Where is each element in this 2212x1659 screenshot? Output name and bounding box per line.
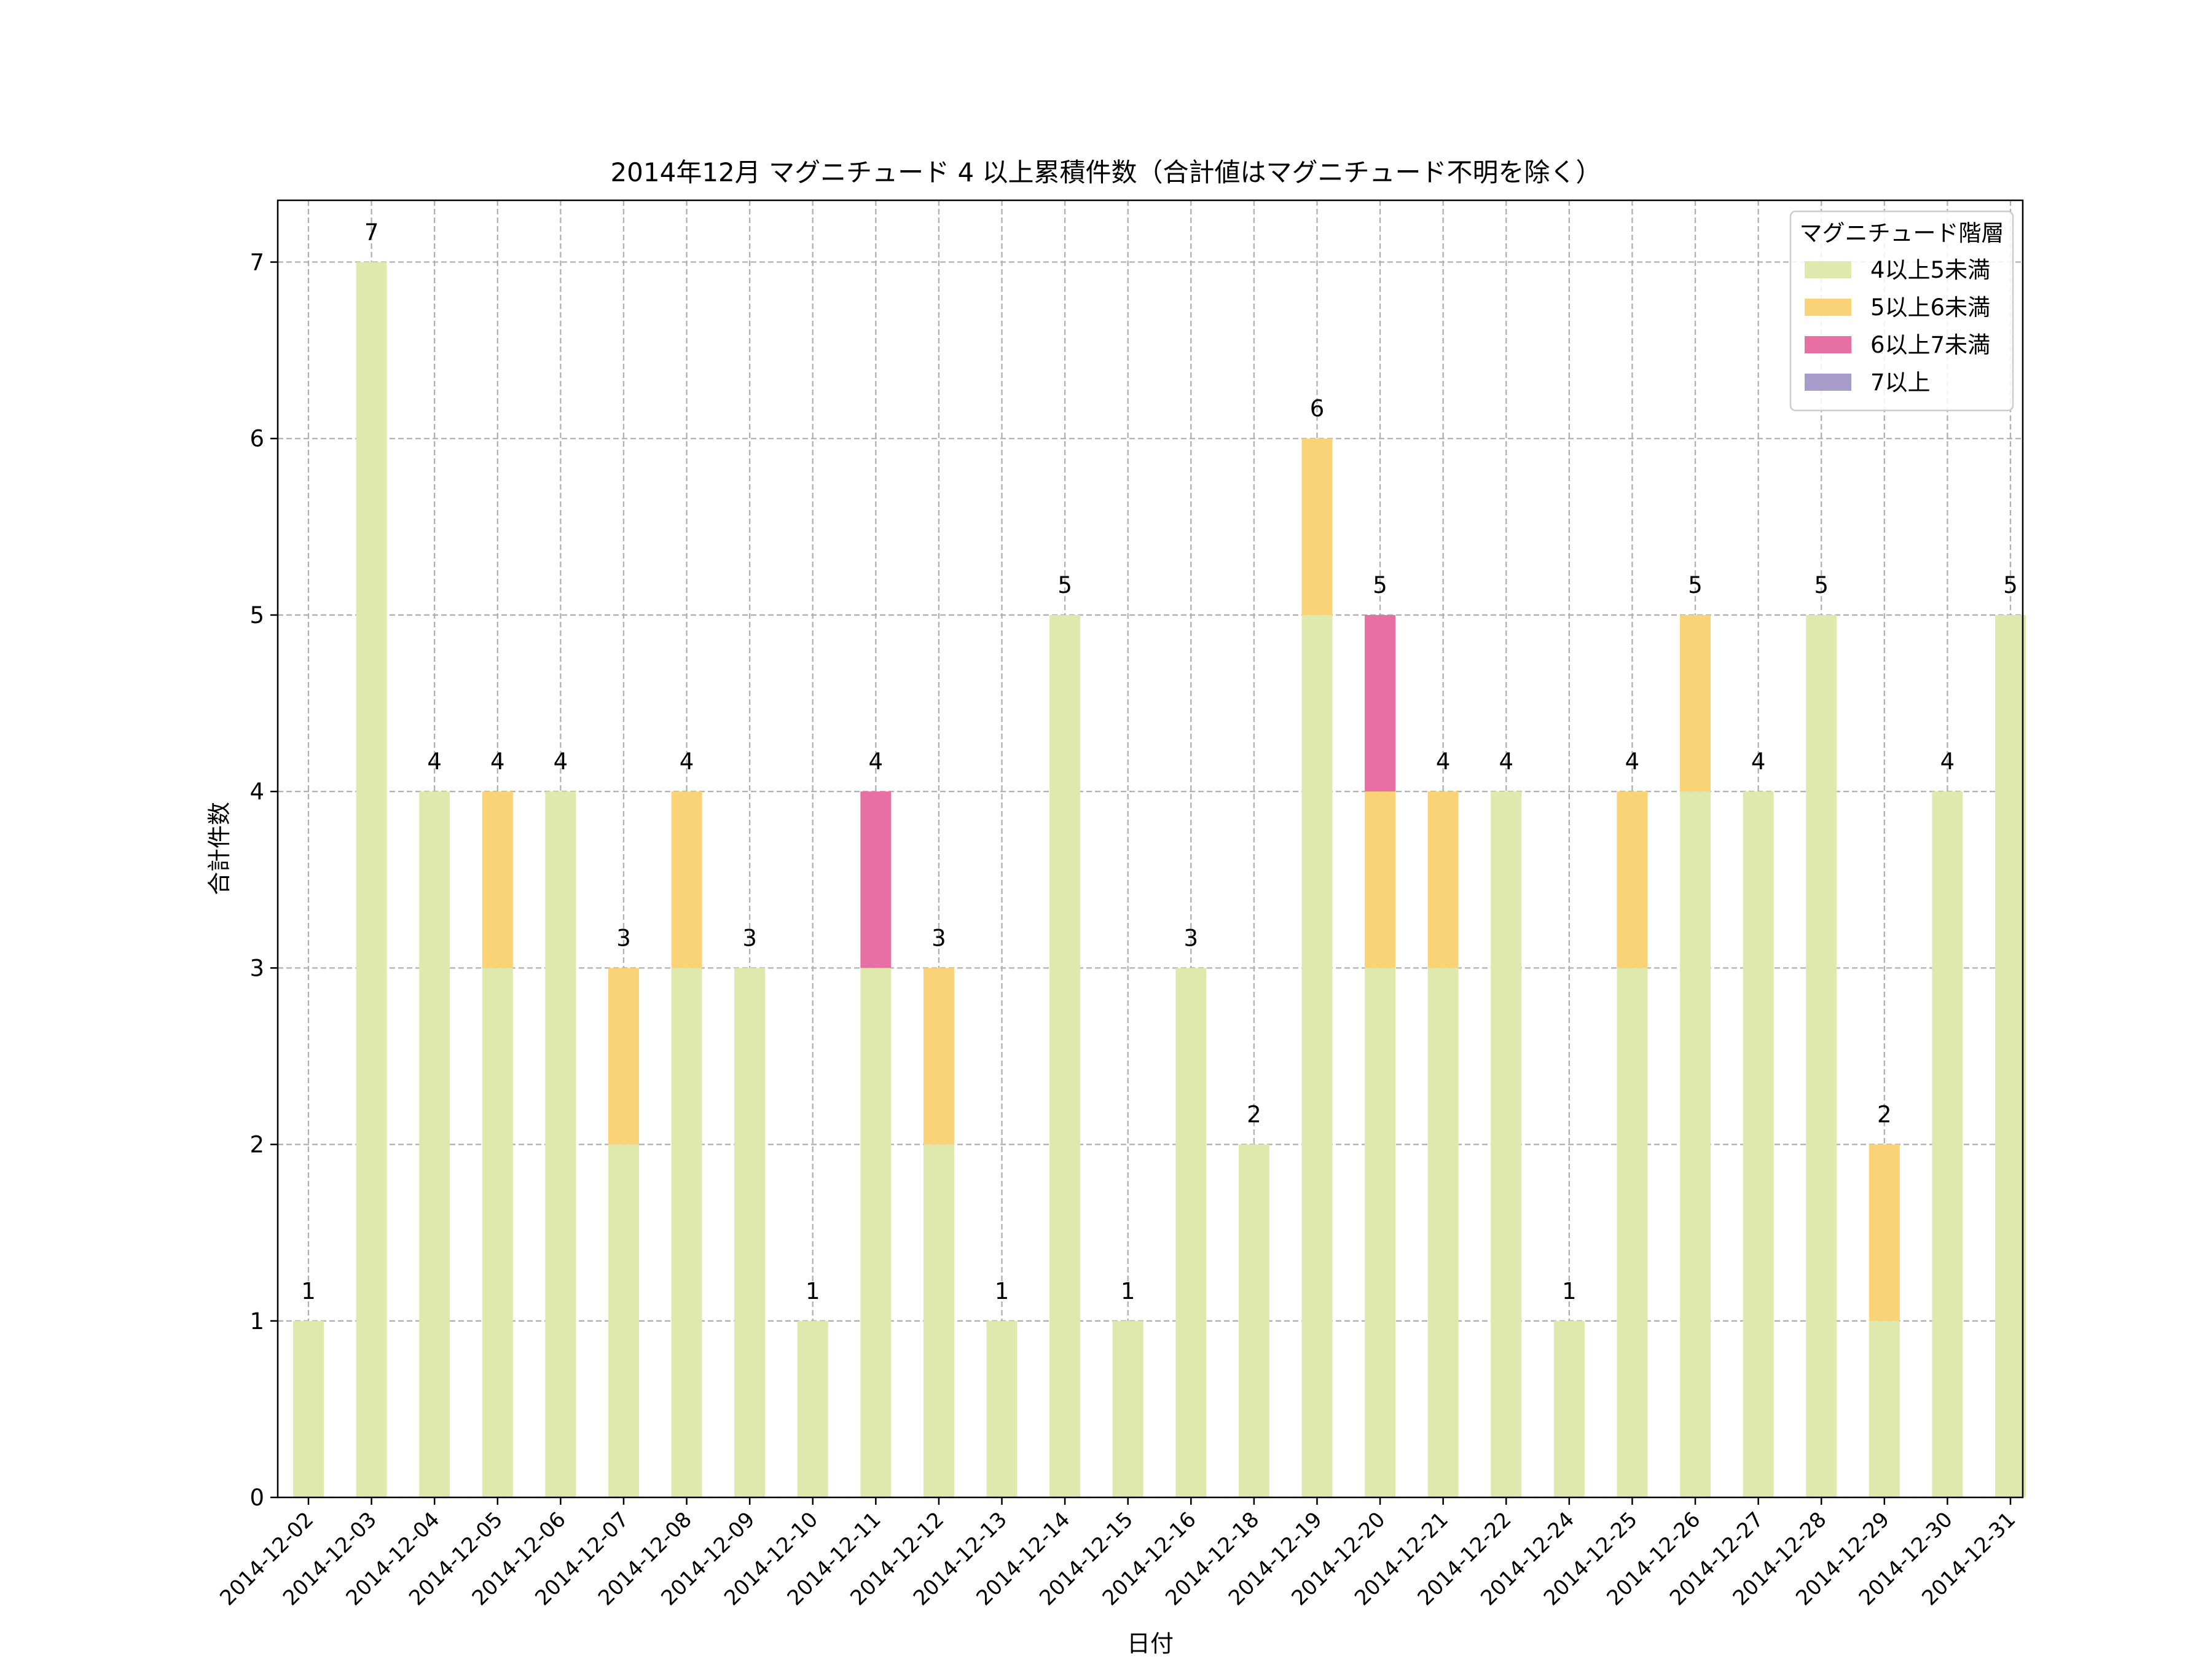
bar-total-label: 6: [1310, 396, 1325, 422]
bar-total-label: 3: [616, 925, 631, 951]
bar-segment-1: [608, 968, 639, 1145]
y-tick-label: 5: [249, 602, 264, 629]
bar-segment-0: [1049, 614, 1081, 1497]
bar-total-label: 4: [869, 748, 884, 775]
bar-total-label: 4: [490, 748, 505, 775]
bar-segment-1: [1869, 1144, 1900, 1321]
bar-segment-0: [482, 968, 513, 1497]
bar-segment-1: [1301, 438, 1333, 615]
bar-total-label: 1: [1562, 1278, 1577, 1304]
bar-segment-0: [293, 1320, 324, 1497]
bar-total-label: 4: [680, 748, 694, 775]
bar-segment-0: [419, 791, 450, 1497]
bar-segment-0: [1553, 1320, 1585, 1497]
legend-swatch: [1805, 299, 1851, 316]
bar-segment-0: [797, 1320, 828, 1497]
y-tick-label: 7: [249, 249, 264, 276]
bar-total-label: 3: [931, 925, 946, 951]
bar-total-label: 4: [427, 748, 442, 775]
bar-segment-0: [1743, 791, 1774, 1497]
bar-total-label: 5: [1688, 572, 1703, 598]
bar-segment-0: [1869, 1320, 1900, 1497]
plot-frame: [276, 199, 2024, 1499]
bar-segment-0: [860, 968, 892, 1497]
bar-total-label: 5: [1814, 572, 1829, 598]
bar-total-label: 4: [554, 748, 568, 775]
bar-total-labels: 1 7 4 4 4 3 4 3 1 4 3 1 5 1 3 2 6 5 4 4 1 4 5 4 5 2 4 5: [301, 219, 2018, 1304]
legend-title: マグニチュード階層: [1800, 220, 2004, 246]
bar-segment-0: [608, 1144, 639, 1497]
bar-total-label: 4: [1940, 748, 1955, 775]
bar-total-label: 1: [301, 1278, 316, 1304]
bar-segment-0: [1301, 614, 1333, 1497]
bar-total-label: 7: [364, 219, 379, 246]
bar-total-label: 5: [2003, 572, 2018, 598]
bar-total-label: 3: [742, 925, 757, 951]
bar-segment-0: [1995, 614, 2026, 1497]
y-tick-label: 4: [249, 779, 264, 805]
bar-total-label: 1: [995, 1278, 1010, 1304]
bar-segment-1: [923, 968, 954, 1145]
bar-segment-1: [1427, 791, 1459, 968]
bar-segment-0: [923, 1144, 954, 1497]
bars: [293, 262, 2026, 1497]
bar-segment-1: [671, 791, 702, 968]
bar-total-label: 4: [1436, 748, 1451, 775]
chart-title: 2014年12月 マグニチュード 4 以上累積件数（合計値はマグニチュード不明を…: [610, 157, 1601, 187]
bar-total-label: 4: [1625, 748, 1640, 775]
legend-label: 5以上6未満: [1870, 294, 1990, 321]
bar-segment-0: [1617, 968, 1648, 1497]
bar-segment-1: [1617, 791, 1648, 968]
bar-segment-0: [1932, 791, 1963, 1497]
y-tick-label: 1: [249, 1308, 264, 1335]
bar-segment-0: [1427, 968, 1459, 1497]
y-tick-label: 6: [249, 426, 264, 452]
bar-segment-1: [482, 791, 513, 968]
legend-label: 6以上7未満: [1870, 332, 1990, 358]
bar-segment-2: [1365, 614, 1396, 792]
bar-segment-0: [1175, 968, 1207, 1497]
legend-swatch: [1805, 374, 1851, 391]
x-axis-label: 日付: [1127, 1630, 1174, 1657]
bar-segment-0: [1365, 968, 1396, 1497]
bar-segment-0: [734, 968, 766, 1497]
y-axis-label: 合計件数: [206, 802, 233, 895]
bar-segment-0: [671, 968, 702, 1497]
bar-segment-0: [545, 791, 576, 1497]
bar-segment-0: [356, 262, 387, 1497]
bar-segment-2: [860, 791, 892, 968]
y-tick-label: 3: [249, 955, 264, 981]
legend-items: 4以上5未満 5以上6未満 6以上7未満 7以上: [1805, 257, 1990, 396]
bar-segment-0: [1806, 614, 1837, 1497]
legend-label: 7以上: [1870, 369, 1931, 396]
bar-segment-1: [1680, 614, 1711, 792]
legend-label: 4以上5未満: [1870, 257, 1990, 283]
bar-total-label: 5: [1373, 572, 1387, 598]
bar-segment-0: [1491, 791, 1522, 1497]
bar-total-label: 4: [1499, 748, 1513, 775]
bar-segment-1: [1365, 791, 1396, 968]
bar-segment-0: [1238, 1144, 1269, 1497]
bar-total-label: 1: [1121, 1278, 1135, 1304]
bar-total-label: 3: [1184, 925, 1199, 951]
bar-total-label: 5: [1057, 572, 1072, 598]
bar-total-label: 2: [1247, 1102, 1261, 1128]
bar-total-label: 4: [1751, 748, 1766, 775]
legend: マグニチュード階層 4以上5未満 5以上6未満 6以上7未満 7以上: [1789, 210, 2014, 412]
bar-segment-0: [1680, 791, 1711, 1497]
legend-swatch: [1805, 261, 1851, 278]
bar-total-label: 1: [806, 1278, 820, 1304]
bar-total-label: 2: [1877, 1102, 1892, 1128]
y-tick-label: 0: [249, 1484, 264, 1511]
y-tick-label: 2: [249, 1132, 264, 1158]
bar-segment-0: [986, 1320, 1018, 1497]
legend-swatch: [1805, 336, 1851, 353]
bar-segment-0: [1112, 1320, 1143, 1497]
